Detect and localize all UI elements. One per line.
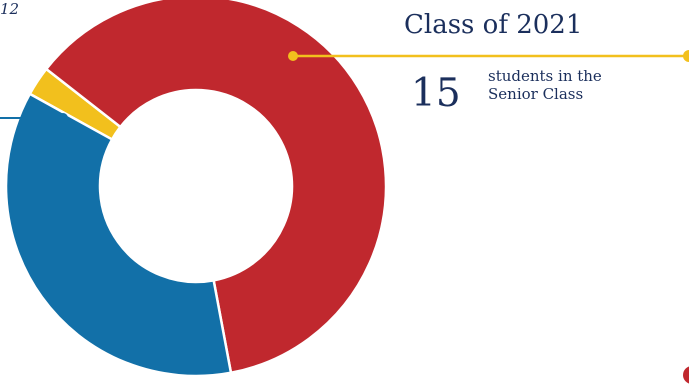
leader-dot-blue [58,113,68,123]
corner-label: 12 [0,0,20,18]
student-caption: students in the Senior Class [488,67,602,103]
caption-line-2: Senior Class [488,85,584,103]
leader-dot-gold [288,51,298,61]
donut-slice-red [44,0,388,375]
student-count: 15 [411,71,461,116]
chart-title: Class of 2021 [404,10,583,40]
donut-slices [4,0,388,378]
leader-dot-gold-end [683,50,689,62]
donut-slice-blue [4,92,233,378]
edge-dot-red [683,366,689,384]
caption-line-1: students in the [488,67,602,85]
